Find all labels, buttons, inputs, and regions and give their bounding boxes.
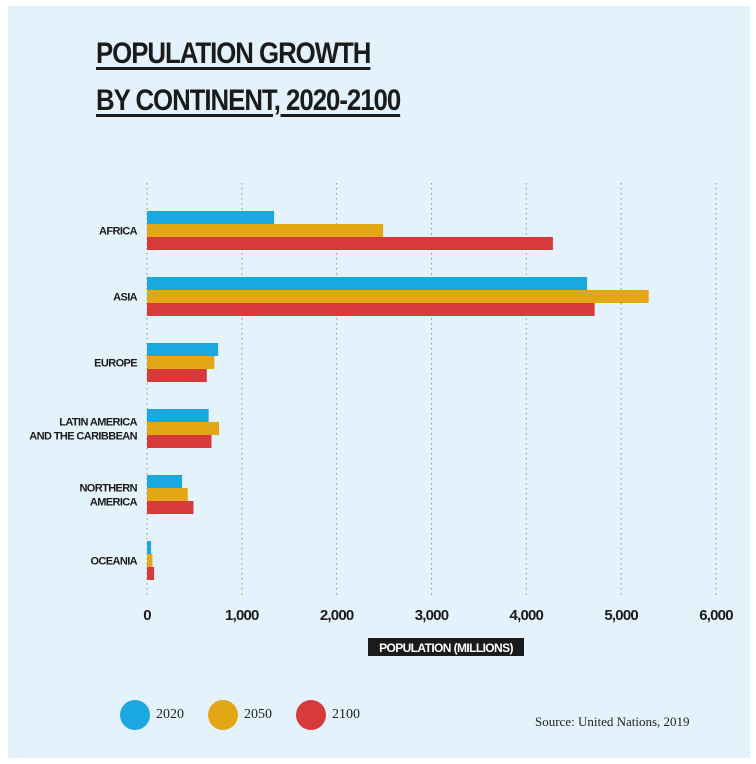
legend-item-2100: 2100: [296, 700, 360, 730]
bar-0-2100: [147, 237, 553, 250]
bar-2-2100: [147, 369, 207, 382]
x-tick-label-5: 5,000: [604, 607, 638, 624]
bar-4-2020: [147, 475, 183, 488]
legend-swatch-2050: [208, 700, 238, 730]
bar-5-2020: [147, 541, 152, 554]
x-tick-label-1: 1,000: [225, 607, 259, 624]
bar-0-2050: [147, 224, 384, 237]
bar-2-2050: [147, 356, 215, 369]
bar-chart: 0 1,000 2,000 3,000 4,000 5,000 6,000 AFRICA ASI…: [29, 183, 734, 656]
category-label-0-0: AFRICA: [99, 226, 138, 238]
x-axis-label: POPULATION (MILLIONS): [379, 641, 513, 655]
bar-3-2050: [147, 422, 220, 435]
category-label-4-1: AMERICA: [90, 497, 138, 509]
x-axis-label-box: [368, 638, 524, 656]
chart-title-line-2: BY CONTINENT, 2020-2100: [96, 84, 401, 117]
bar-4-2050: [147, 488, 188, 501]
category-label-3-0: LATIN AMERICA: [59, 417, 137, 429]
chart-title: POPULATION GROWTH BY CONTINENT, 2020-210…: [96, 30, 401, 124]
legend-item-2020: 2020: [120, 700, 184, 730]
bar-3-2100: [147, 435, 212, 448]
legend-label-2050: 2050: [244, 707, 272, 722]
legend: 2020 2050 2100: [120, 700, 384, 730]
category-label-4-0: NORTHERN: [79, 483, 137, 495]
legend-item-2050: 2050: [208, 700, 272, 730]
chart-card: [8, 6, 750, 758]
bar-1-2100: [147, 303, 595, 316]
category-label-3-1: AND THE CARIBBEAN: [29, 431, 137, 443]
legend-label-2100: 2100: [332, 707, 360, 722]
bar-4-2100: [147, 501, 194, 514]
bar-2-2020: [147, 343, 219, 356]
bar-3-2020: [147, 409, 209, 422]
legend-swatch-2020: [120, 700, 150, 730]
x-tick-label-2: 2,000: [320, 607, 354, 624]
bar-0-2020: [147, 211, 275, 224]
bar-5-2050: [147, 554, 153, 567]
bar-5-2100: [147, 567, 155, 580]
category-label-2-0: EUROPE: [94, 358, 137, 370]
chart-title-line-1: POPULATION GROWTH: [96, 37, 371, 70]
bar-1-2020: [147, 277, 588, 290]
bar-1-2050: [147, 290, 649, 303]
x-tick-label-4: 4,000: [510, 607, 544, 624]
category-label-1-0: ASIA: [113, 292, 138, 304]
legend-label-2020: 2020: [156, 707, 184, 722]
x-tick-label-6: 6,000: [699, 607, 733, 624]
legend-swatch-2100: [296, 700, 326, 730]
x-tick-label-0: 0: [143, 607, 151, 624]
category-label-5-0: OCEANIA: [90, 556, 137, 568]
x-tick-label-3: 3,000: [415, 607, 449, 624]
source-note: Source: United Nations, 2019: [535, 714, 690, 729]
